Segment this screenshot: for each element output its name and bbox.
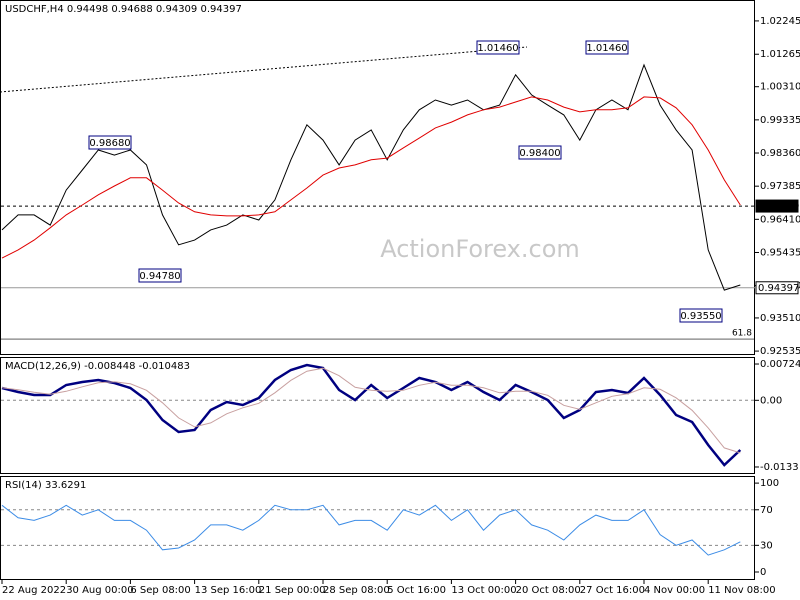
y-tick-label: 0.00724 [760, 359, 800, 370]
x-tick-label: 20 Oct 08:00 [516, 585, 581, 596]
series-line [1, 367, 741, 454]
annotation: 0.94780 [139, 271, 180, 282]
y-tick-label: 0.98360 [760, 148, 800, 159]
hline-label-box [755, 281, 799, 295]
y-tick-label: 1.01265 [760, 49, 800, 60]
annotation: 1.01460 [586, 43, 627, 54]
annotation: 0.98680 [89, 138, 130, 149]
x-tick-label: 21 Sep 00:00 [259, 585, 326, 596]
annotation-box [476, 40, 520, 55]
series-line [1, 96, 741, 259]
x-tick-label: 30 Aug 00:00 [66, 585, 133, 596]
macd-panel [0, 357, 755, 474]
y-tick-label: 1.02245 [760, 16, 800, 27]
x-tick-label: 5 Oct 16:00 [387, 585, 446, 596]
y-tick-label: 0.92535 [760, 346, 800, 357]
y-tick-label: 0.00 [760, 395, 782, 406]
y-tick-label: 0.97385 [760, 181, 800, 192]
x-tick-label: 11 Nov 08:00 [708, 585, 775, 596]
annotation-box [679, 308, 723, 323]
hline-label: 0.96800 [758, 201, 799, 212]
series-line [1, 363, 742, 467]
rsi-panel [0, 476, 755, 580]
y-tick-label: 30 [760, 540, 773, 551]
y-tick-label: 0.95435 [760, 247, 800, 258]
x-tick-label: 27 Oct 16:00 [580, 585, 645, 596]
y-tick-label: 100 [760, 478, 779, 489]
watermark: ActionForex.com [380, 235, 580, 263]
x-tick-label: 4 Nov 00:00 [644, 585, 705, 596]
y-tick-label: 70 [760, 505, 773, 516]
y-tick-label: 0.96410 [760, 214, 800, 225]
main-panel [0, 0, 755, 355]
annotation: 0.93550 [680, 311, 721, 322]
trendline [0, 46, 528, 93]
y-tick-label: 1.00310 [760, 82, 800, 93]
y-tick-label: 0.93510 [760, 313, 800, 324]
annotation: 1.01460 [477, 43, 518, 54]
x-tick-label: 13 Sep 16:00 [195, 585, 262, 596]
y-tick-label: -0.0133 [760, 462, 799, 473]
x-tick-label: 28 Sep 08:00 [323, 585, 390, 596]
x-tick-label: 6 Sep 08:00 [130, 585, 190, 596]
series-line [1, 63, 741, 291]
annotation-box [518, 145, 562, 160]
annotation-box [88, 135, 132, 150]
panel-title: MACD(12,26,9) -0.008448 -0.010483 [5, 361, 190, 372]
annotation: 0.98400 [519, 148, 560, 159]
hline-label-box [755, 199, 799, 213]
panel-title: RSI(14) 33.6291 [5, 480, 86, 491]
panel-title: USDCHF,H4 0.94498 0.94688 0.94309 0.9439… [5, 4, 242, 15]
y-tick-label: 0 [760, 567, 766, 578]
y-tick-label: 0.99335 [760, 115, 800, 126]
x-tick-label: 13 Oct 00:00 [451, 585, 516, 596]
hline-label: 0.94397 [758, 283, 799, 294]
annotation-box [585, 40, 629, 55]
series-line [1, 504, 741, 556]
annotation-box [138, 268, 182, 283]
hline-label: 61.8 [732, 329, 752, 339]
x-tick-label: 22 Aug 2022 [2, 585, 66, 596]
